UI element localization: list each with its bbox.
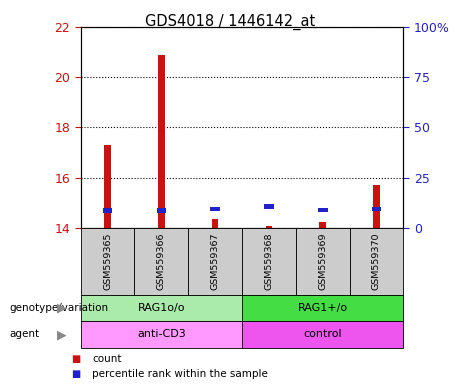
Text: GSM559367: GSM559367 (211, 233, 219, 290)
Bar (103, 208, 112, 213)
Text: control: control (303, 329, 342, 339)
Bar (212, 219, 219, 228)
Text: RAG1o/o: RAG1o/o (137, 303, 185, 313)
Bar (266, 225, 272, 228)
Text: percentile rank within the sample: percentile rank within the sample (92, 369, 268, 379)
Bar (319, 222, 326, 228)
Text: ■: ■ (71, 354, 81, 364)
Text: GDS4018 / 1446142_at: GDS4018 / 1446142_at (145, 13, 316, 30)
Text: RAG1+/o: RAG1+/o (298, 303, 348, 313)
Text: genotype/variation: genotype/variation (9, 303, 108, 313)
Text: GSM559369: GSM559369 (318, 233, 327, 290)
Bar (373, 185, 380, 228)
Bar (104, 145, 111, 228)
Text: ▶: ▶ (58, 302, 67, 315)
Text: GSM559366: GSM559366 (157, 233, 166, 290)
Text: GSM559368: GSM559368 (265, 233, 273, 290)
Text: anti-CD3: anti-CD3 (137, 329, 186, 339)
Text: ▶: ▶ (58, 328, 67, 341)
Text: GSM559370: GSM559370 (372, 233, 381, 290)
Text: GSM559365: GSM559365 (103, 233, 112, 290)
Text: count: count (92, 354, 122, 364)
Bar (318, 208, 327, 212)
Bar (210, 207, 220, 212)
Text: ■: ■ (71, 369, 81, 379)
Bar (372, 207, 381, 212)
Bar (158, 55, 165, 228)
Bar (264, 204, 274, 209)
Text: agent: agent (9, 329, 39, 339)
Bar (156, 208, 166, 213)
